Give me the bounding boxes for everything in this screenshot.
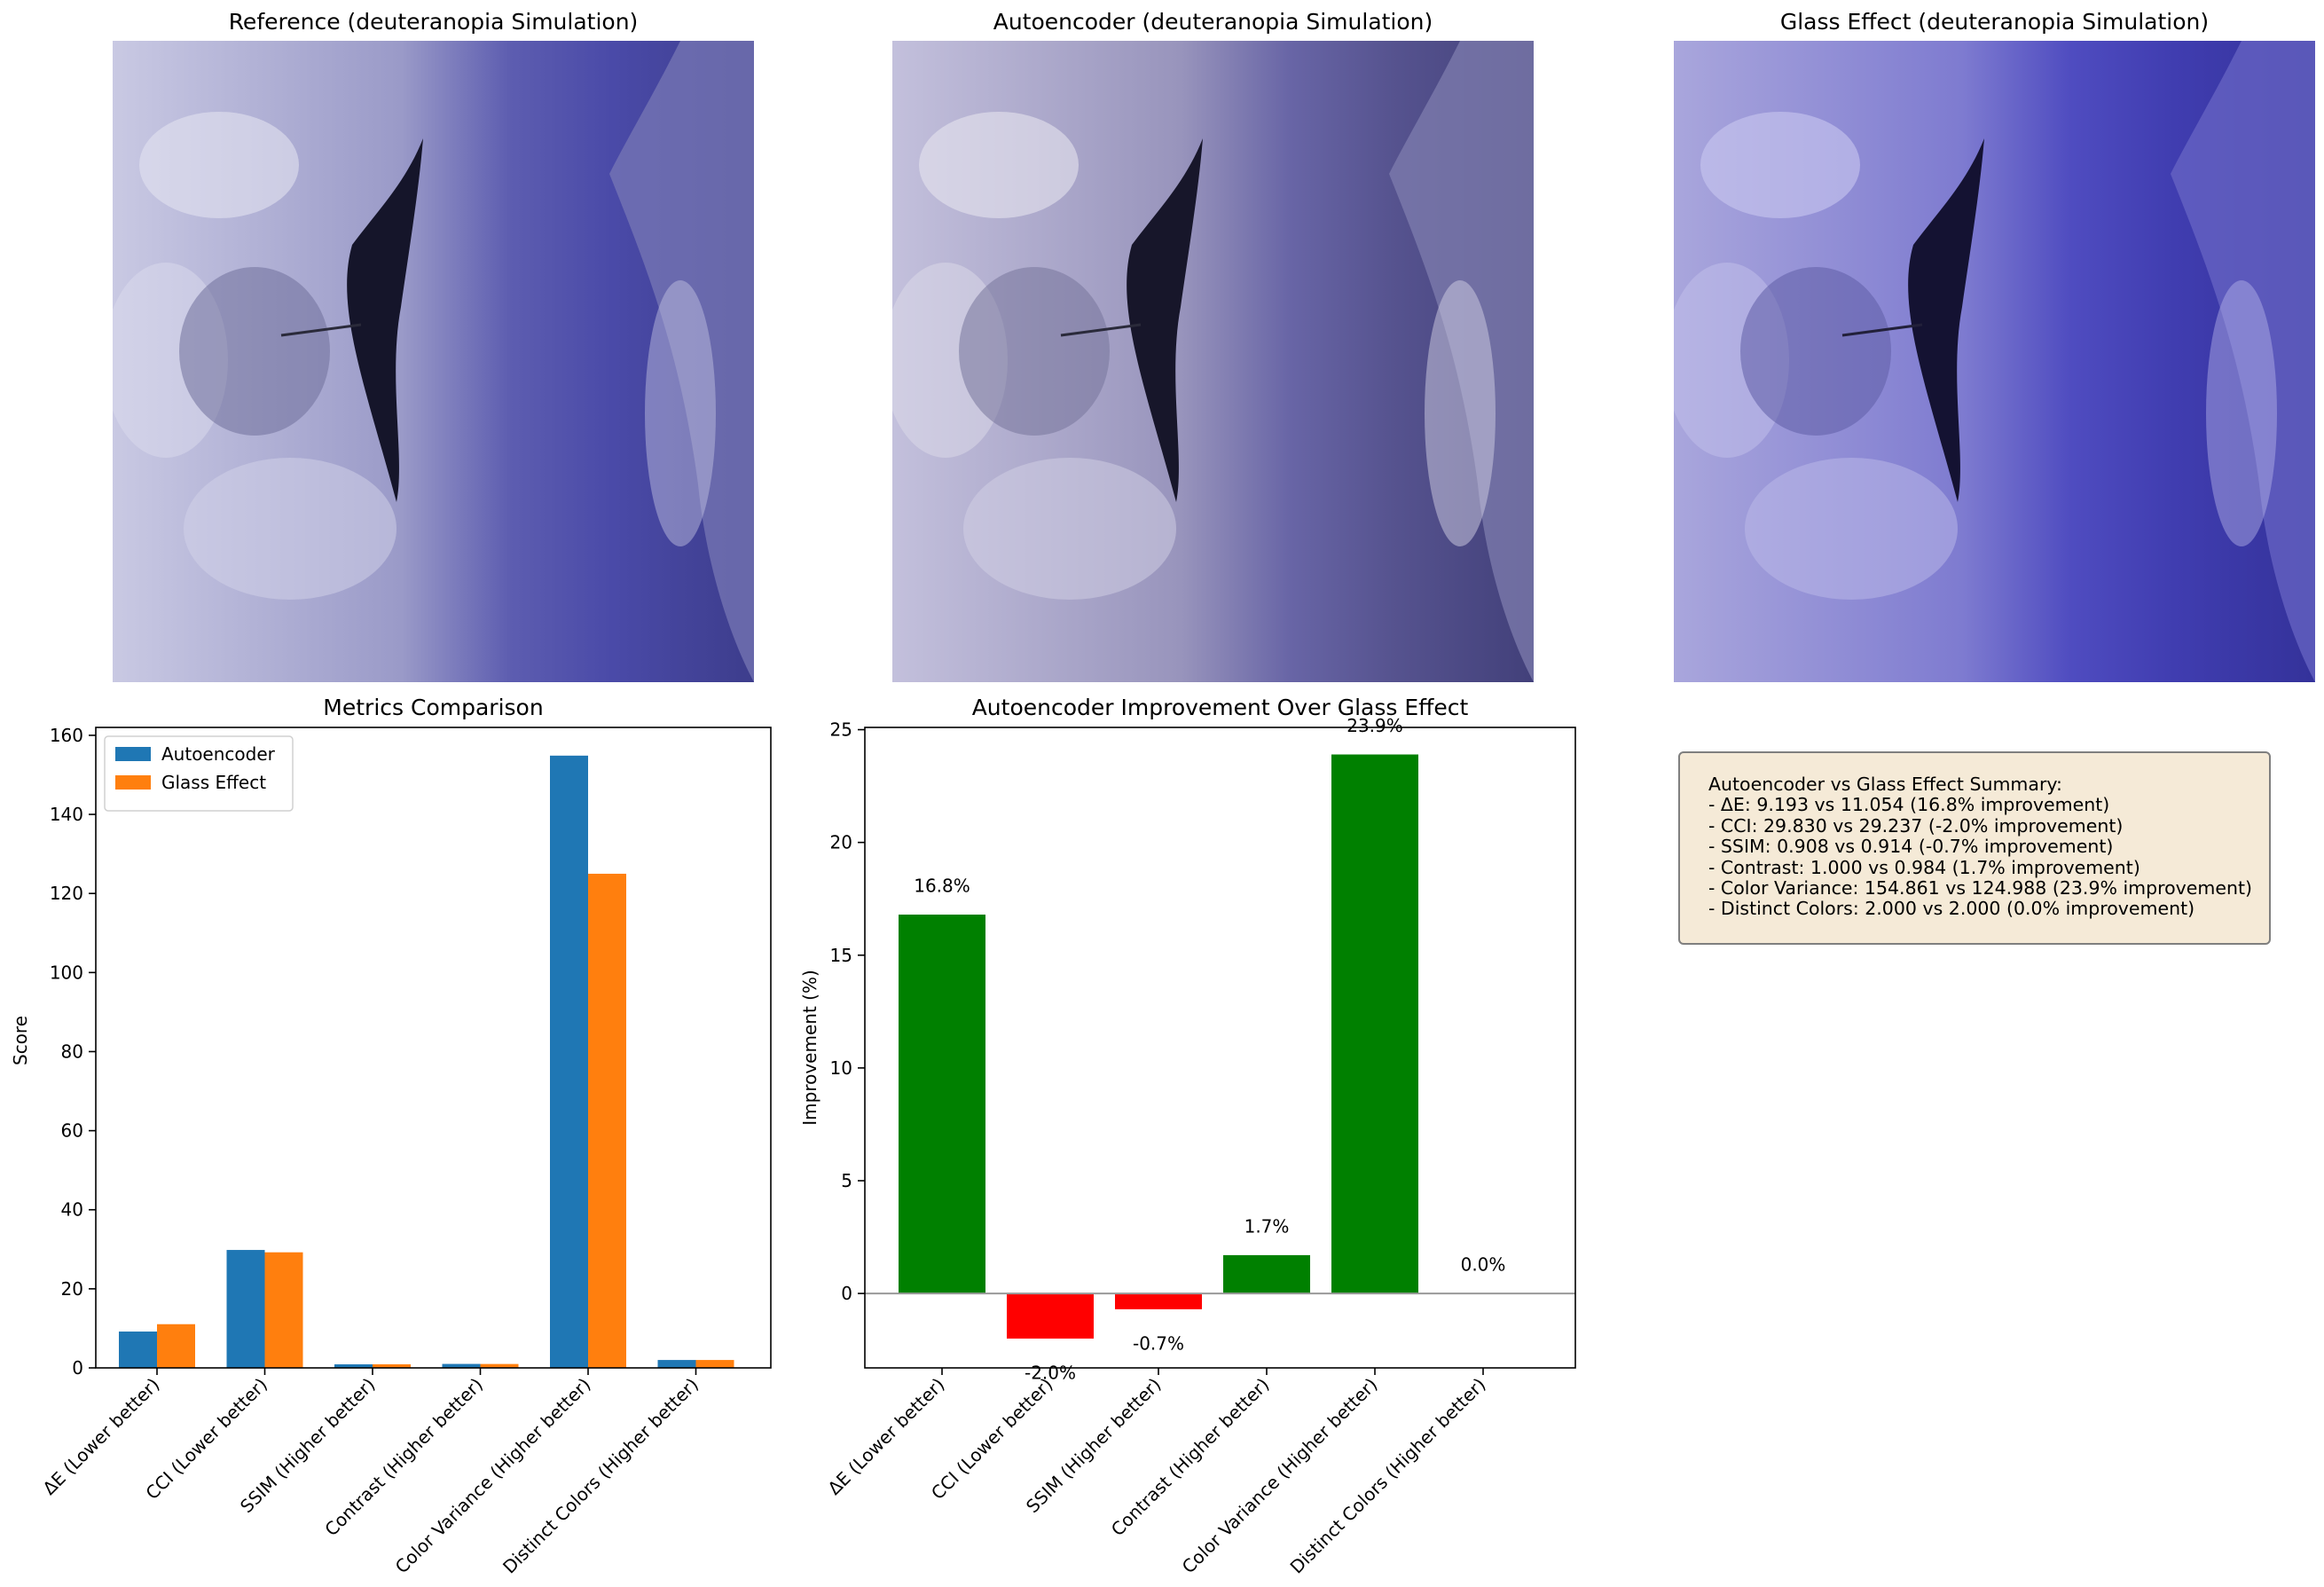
reference-image-scene (113, 41, 754, 682)
chart1-ytick-label: 60 (61, 1120, 83, 1142)
chart1-xtick-label: Color Variance (Higher better) (391, 1374, 595, 1578)
chart2-data-label: 0.0% (1461, 1254, 1506, 1276)
chart2-ylabel: Improvement (%) (799, 970, 820, 1126)
chart1-bar-autoencoder-1 (226, 1250, 265, 1368)
chart1-bar-autoencoder-5 (657, 1360, 696, 1368)
chart2-ytick-label: 15 (830, 945, 852, 966)
chart2-bar-4 (1331, 754, 1418, 1294)
chart2-data-label: 1.7% (1244, 1215, 1290, 1237)
summary-line-cci: - CCI: 29.830 vs 29.237 (-2.0% improveme… (1708, 814, 2124, 837)
chart1-ytick-label: 40 (61, 1199, 83, 1221)
summary-line-color-variance: - Color Variance: 154.861 vs 124.988 (23… (1708, 877, 2253, 900)
chart1-xtick-label: Distinct Colors (Higher better) (499, 1374, 703, 1578)
legend-label-autoencoder: Autoencoder (161, 743, 276, 765)
summary-line-ssim: - SSIM: 0.908 vs 0.914 (-0.7% improvemen… (1708, 836, 2114, 858)
chart2-xtick-label: ΔE (Lower better) (823, 1374, 948, 1499)
chart1-ytick-label: 100 (50, 962, 83, 983)
chart2-ytick-label: 5 (841, 1170, 852, 1191)
chart1-ytick-label: 160 (50, 725, 83, 746)
glass-effect-image (1674, 41, 2315, 682)
chart2-title: Autoencoder Improvement Over Glass Effec… (972, 695, 1469, 720)
autoencoder-image-title: Autoencoder (deuteranopia Simulation) (993, 9, 1433, 35)
chart1-ytick-label: 0 (72, 1357, 83, 1379)
chart2-bar-2 (1115, 1293, 1202, 1309)
chart1-plot-frame (95, 727, 772, 1369)
metrics-comparison-chart: Metrics Comparison Score 0 20 40 60 80 100 120… (10, 695, 772, 1578)
improvement-chart: Autoencoder Improvement Over Glass Effec… (799, 695, 1576, 1578)
chart2-data-label: 23.9% (1347, 715, 1403, 736)
chart1-bar-glass-effect-3 (480, 1363, 519, 1368)
chart1-bar-glass-effect-1 (264, 1252, 303, 1368)
summary-line-contrast: - Contrast: 1.000 vs 0.984 (1.7% improve… (1708, 856, 2140, 878)
chart1-ytick-label: 120 (50, 883, 83, 904)
chart1-bar-autoencoder-3 (442, 1363, 481, 1368)
chart2-bar-3 (1223, 1254, 1310, 1294)
chart2-ytick-label: 0 (841, 1283, 852, 1304)
chart2-xtick-label: Color Variance (Higher better) (1178, 1374, 1382, 1578)
legend-swatch-glass-effect (115, 775, 151, 790)
chart1-title: Metrics Comparison (323, 695, 543, 720)
chart1-xtick-label: ΔE (Lower better) (38, 1374, 163, 1499)
chart1-bar-glass-effect-4 (588, 873, 626, 1368)
chart1-bar-autoencoder-0 (119, 1332, 157, 1368)
chart1-xtick-label: CCI (Lower better) (141, 1374, 271, 1505)
chart2-plot-frame (864, 727, 1576, 1369)
glass-image-title: Glass Effect (deuteranopia Simulation) (1779, 9, 2210, 35)
chart1-bar-glass-effect-5 (695, 1360, 734, 1368)
chart2-data-label: -0.7% (1133, 1332, 1184, 1354)
summary-heading: Autoencoder vs Glass Effect Summary: (1708, 774, 2062, 795)
chart2-bar-1 (1007, 1293, 1094, 1339)
chart1-bar-autoencoder-4 (550, 755, 588, 1368)
reference-image (113, 41, 754, 682)
chart1-ytick-label: 80 (61, 1041, 83, 1062)
chart2-bar-0 (899, 915, 985, 1294)
glass-image-scene (1674, 41, 2315, 682)
chart1-ytick-label: 20 (61, 1278, 83, 1300)
summary-box: Autoencoder vs Glass Effect Summary: - Δ… (1678, 751, 2271, 945)
reference-image-title: Reference (deuteranopia Simulation) (228, 9, 639, 35)
chart2-data-label: 16.8% (914, 876, 970, 897)
chart1-legend: Autoencoder Glass Effect (104, 735, 294, 812)
legend-swatch-autoencoder (115, 747, 151, 761)
summary-line-delta-e: - ΔE: 9.193 vs 11.054 (16.8% improvement… (1708, 794, 2110, 816)
chart1-ylabel: Score (10, 1016, 31, 1065)
summary-line-distinct-colors: - Distinct Colors: 2.000 vs 2.000 (0.0% … (1708, 898, 2195, 920)
chart2-ytick-label: 20 (830, 832, 852, 853)
legend-label-glass-effect: Glass Effect (161, 772, 266, 793)
chart1-bar-glass-effect-2 (373, 1363, 411, 1368)
chart1-bar-glass-effect-0 (157, 1324, 195, 1368)
chart2-ytick-label: 10 (830, 1057, 852, 1079)
autoencoder-image-scene (892, 41, 1534, 682)
autoencoder-image (892, 41, 1534, 682)
chart1-bar-autoencoder-2 (334, 1363, 373, 1368)
chart1-ytick-label: 140 (50, 804, 83, 825)
chart2-xtick-label: CCI (Lower better) (927, 1374, 1057, 1505)
chart2-xtick-label: Distinct Colors (Higher better) (1286, 1374, 1490, 1578)
chart2-ytick-label: 25 (830, 719, 852, 741)
